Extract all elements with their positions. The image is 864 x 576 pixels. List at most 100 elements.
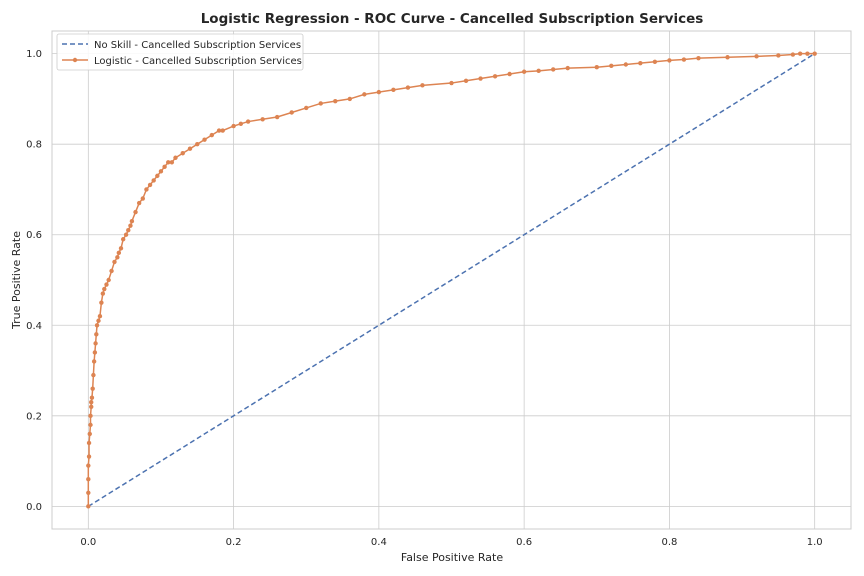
data-point [696, 55, 701, 61]
data-point [638, 60, 643, 66]
data-point [609, 63, 614, 69]
y-tick-label: 0.4 [26, 321, 42, 332]
data-point [220, 128, 225, 133]
x-axis-label: False Positive Rate [401, 551, 503, 564]
data-point [86, 490, 91, 495]
data-point [169, 160, 175, 165]
chart-title: Logistic Regression - ROC Curve - Cancel… [201, 11, 704, 27]
data-point [594, 65, 599, 70]
y-tick-label: 0.2 [26, 411, 42, 422]
data-point [94, 323, 100, 328]
data-point [94, 332, 99, 337]
data-point [136, 200, 142, 206]
data-point [89, 395, 95, 400]
data-point [133, 209, 138, 215]
data-point [86, 504, 91, 509]
legend-label-logistic: Logistic - Cancelled Subscription Servic… [94, 56, 302, 67]
y-tick-label: 0.8 [26, 140, 42, 151]
y-tick-label: 1.0 [26, 49, 42, 60]
data-point [180, 151, 185, 156]
series-line-1 [87, 52, 815, 507]
series-markers-1 [86, 51, 817, 509]
legend-marker-logistic [72, 57, 78, 63]
data-point [109, 268, 114, 274]
data-point [623, 62, 629, 67]
data-point [318, 101, 323, 106]
data-point [304, 105, 309, 111]
data-point [202, 137, 207, 142]
data-point [812, 51, 817, 56]
x-tick-label: 0.0 [80, 537, 96, 548]
data-point [86, 454, 92, 459]
data-point [89, 404, 94, 409]
data-point [362, 92, 367, 97]
data-point [289, 110, 294, 115]
data-point [274, 114, 280, 120]
data-point [90, 386, 95, 391]
data-point [173, 155, 178, 160]
data-point [106, 277, 111, 283]
data-point [536, 68, 541, 74]
data-point [128, 223, 133, 228]
data-point [116, 250, 122, 256]
data-point [96, 318, 101, 323]
y-axis-label: True Positive Rate [10, 231, 23, 330]
data-point [333, 98, 338, 104]
data-point [507, 71, 512, 77]
x-tick-label: 1.0 [807, 537, 823, 548]
data-point [209, 132, 214, 138]
data-point [144, 187, 149, 192]
data-point [391, 87, 396, 93]
data-point [797, 51, 803, 56]
data-point [115, 255, 120, 260]
data-point [118, 246, 124, 251]
data-point [805, 51, 810, 56]
x-tick-labels: 0.0 0.2 0.4 0.6 0.8 1.0 [80, 537, 822, 548]
data-point [104, 282, 109, 287]
data-point [129, 218, 135, 224]
data-point [478, 76, 483, 81]
data-point [140, 196, 145, 201]
data-point [126, 228, 131, 233]
legend-box [56, 33, 304, 71]
data-point [776, 53, 781, 58]
data-point [91, 359, 97, 364]
data-point [347, 96, 353, 102]
data-point [463, 78, 469, 84]
data-point [565, 65, 570, 71]
legend: No Skill - Cancelled Subscription Servic… [56, 33, 304, 71]
data-point [449, 80, 454, 86]
plot-frame [51, 30, 852, 530]
data-point [92, 350, 98, 355]
data-point [91, 372, 96, 378]
data-point [86, 440, 92, 446]
data-point [100, 291, 106, 296]
data-point [492, 74, 498, 79]
data-point [725, 55, 730, 60]
data-point [102, 286, 107, 292]
data-point [97, 314, 103, 319]
data-point [99, 300, 104, 305]
data-point [405, 85, 411, 90]
data-point [86, 463, 91, 468]
data-point [155, 173, 160, 179]
series-line-0 [87, 53, 816, 507]
data-point [120, 237, 126, 242]
data-point [86, 477, 91, 482]
data-point [681, 57, 687, 62]
data-point [88, 413, 93, 419]
series-layer [86, 51, 817, 509]
data-point [231, 123, 236, 129]
data-point [87, 431, 92, 437]
data-point [89, 400, 94, 405]
data-point [216, 128, 222, 133]
data-point [376, 89, 382, 95]
data-point [151, 178, 156, 183]
data-point [238, 121, 244, 127]
data-point [123, 232, 129, 237]
data-point [162, 164, 167, 170]
data-point [790, 52, 796, 57]
x-tick-label: 0.4 [371, 537, 387, 548]
